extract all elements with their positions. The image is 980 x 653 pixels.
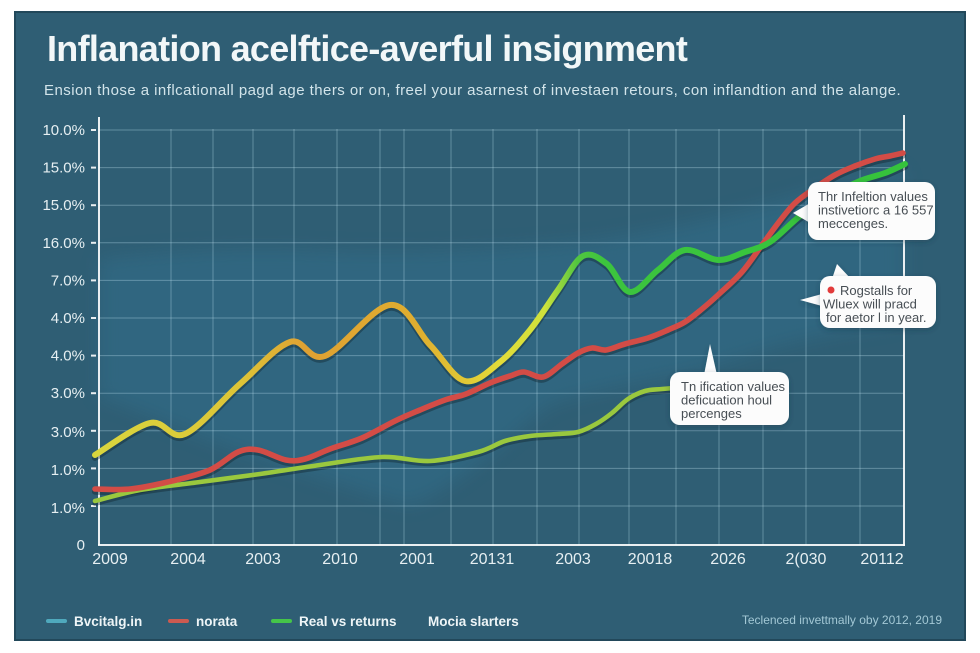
svg-text:for aetor l in year.: for aetor l in year. (826, 310, 926, 325)
svg-text:2026: 2026 (710, 551, 746, 568)
svg-text:2009: 2009 (92, 551, 128, 568)
svg-text:15.0%: 15.0% (42, 197, 85, 214)
svg-text:2004: 2004 (170, 551, 206, 568)
svg-text:Tn ification values: Tn ification values (681, 379, 786, 394)
svg-text:20112: 20112 (860, 551, 903, 568)
svg-text:16.0%: 16.0% (42, 235, 85, 252)
svg-text:15.0%: 15.0% (42, 160, 85, 177)
svg-text:Rogstalls for: Rogstalls for (840, 283, 913, 298)
svg-text:20131: 20131 (470, 551, 515, 568)
svg-text:Thr Infeltion values: Thr Infeltion values (818, 189, 928, 204)
svg-text:1.0%: 1.0% (51, 462, 85, 479)
svg-text:3.0%: 3.0% (51, 385, 85, 402)
svg-text:meccenges.: meccenges. (818, 216, 888, 231)
svg-text:deficuation houl: deficuation houl (681, 393, 772, 408)
svg-text:3.0%: 3.0% (51, 424, 85, 441)
svg-text:1.0%: 1.0% (51, 500, 85, 517)
svg-text:percenges: percenges (681, 406, 742, 421)
svg-text:2001: 2001 (399, 551, 435, 568)
svg-text:2003: 2003 (245, 551, 281, 568)
svg-text:2010: 2010 (322, 551, 358, 568)
svg-text:instivetiorc a 16 557: instivetiorc a 16 557 (818, 203, 934, 218)
svg-text:20018: 20018 (628, 551, 673, 568)
svg-text:Wluex will pracd: Wluex will pracd (823, 297, 917, 312)
svg-text:2(030: 2(030 (786, 551, 827, 568)
svg-text:10.0%: 10.0% (42, 122, 85, 139)
svg-text:2003: 2003 (555, 551, 591, 568)
svg-text:4.0%: 4.0% (51, 348, 85, 365)
svg-text:4.0%: 4.0% (51, 310, 85, 327)
svg-text:7.0%: 7.0% (51, 272, 85, 289)
svg-text:0: 0 (77, 537, 85, 554)
